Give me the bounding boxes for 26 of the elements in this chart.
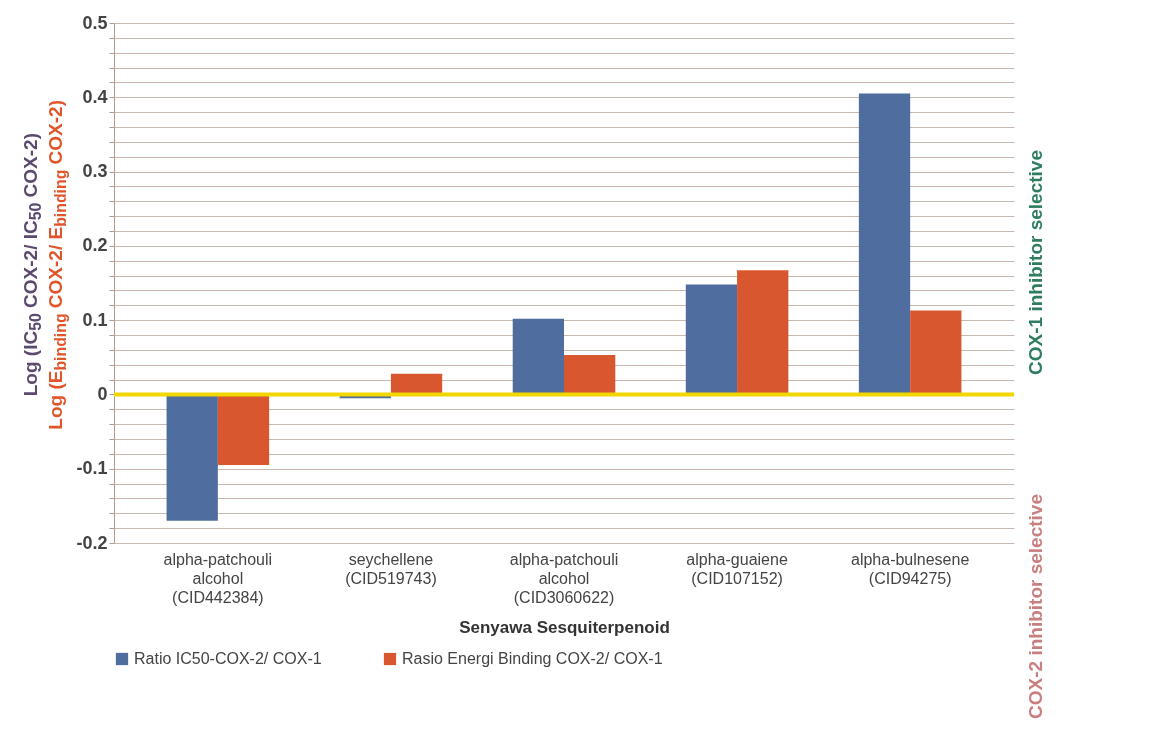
y-tick-label: -0.2 (76, 532, 108, 553)
bar (685, 284, 737, 395)
x-tick-label: alpha-guaiene (CID107152) (685, 550, 788, 587)
legend-label: Rasio Energi Binding COX-2/ COX-1 (401, 650, 663, 667)
x-tick-label: alpha-bulnesene (CID94275) (850, 550, 970, 587)
legend-label: Ratio IC50-COX-2/ COX-1 (133, 650, 322, 667)
x-axis-title: Senyawa Sesquiterpenoid (458, 617, 670, 637)
bar (736, 270, 788, 395)
text: COX-2 inhibitor selective (1024, 494, 1047, 719)
bar (217, 394, 269, 465)
y-tick-label: 0 (97, 383, 108, 404)
bar (858, 93, 910, 395)
text: COX-1 inhibitor selective (1024, 150, 1047, 375)
y-tick-label: 0.1 (82, 309, 108, 330)
x-tick-label: alpha-patchouli alcohol (CID442384) (163, 550, 272, 606)
y-tick-label: 0.4 (82, 86, 108, 107)
y-tick-label: 0.2 (82, 235, 108, 256)
y-tick-label: 0.5 (82, 12, 108, 33)
y-tick-label: 0.3 (82, 161, 108, 182)
bar (512, 318, 564, 395)
x-tick-label: seychellene (CID519743) (344, 550, 437, 587)
x-tick-label: alpha-patchouli alcohol (CID3060622) (509, 550, 618, 606)
bar (563, 355, 615, 395)
bar (909, 310, 962, 395)
bar (166, 394, 218, 521)
y-tick-label: -0.1 (76, 458, 108, 479)
